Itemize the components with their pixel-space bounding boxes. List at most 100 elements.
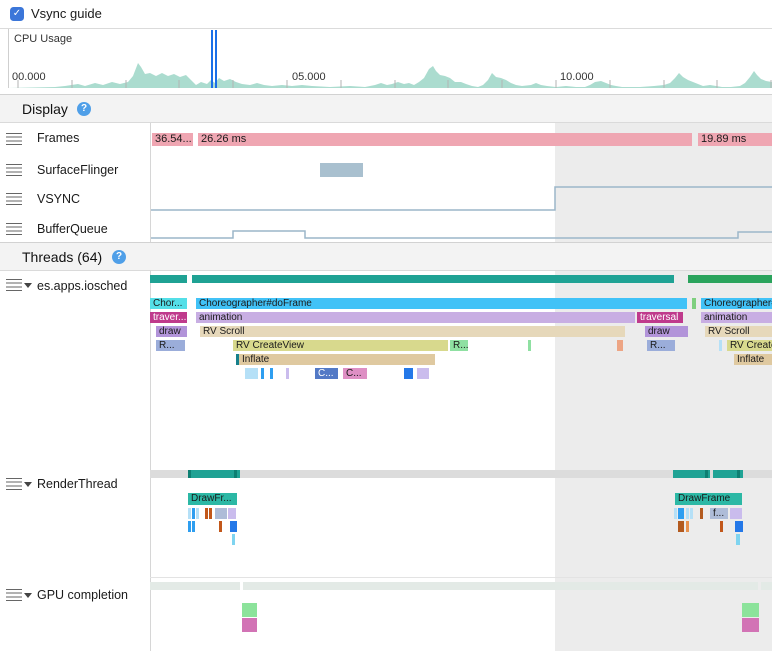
- trace-event-bar[interactable]: RV Scroll: [705, 326, 772, 337]
- thread-state-bar: [150, 470, 772, 478]
- cpu-usage-area-chart: [8, 63, 772, 88]
- trace-event-bar[interactable]: [742, 603, 759, 617]
- vsync-guide-checkbox[interactable]: ✓: [10, 7, 24, 21]
- trace-event-bar[interactable]: [192, 521, 195, 532]
- trace-event-bar[interactable]: [686, 521, 689, 532]
- drag-handle-icon[interactable]: [6, 478, 22, 490]
- toolbar: ✓ Vsync guide: [0, 0, 772, 29]
- trace-event-bar[interactable]: R...: [156, 340, 185, 351]
- trace-event-bar[interactable]: [417, 368, 429, 379]
- trace-event-bar[interactable]: [286, 368, 289, 379]
- trace-event-bar[interactable]: R...: [647, 340, 675, 351]
- drag-handle-icon[interactable]: [6, 164, 22, 176]
- trace-event-bar[interactable]: [720, 521, 723, 532]
- help-icon[interactable]: ?: [77, 102, 91, 116]
- trace-event-bar[interactable]: [686, 508, 689, 519]
- trace-event-bar[interactable]: [528, 340, 531, 351]
- thread-state-bar: [713, 470, 743, 478]
- trace-event-bar[interactable]: RV Scroll: [200, 326, 625, 337]
- trace-event-bar[interactable]: [678, 521, 684, 532]
- trace-event-bar[interactable]: [228, 508, 236, 519]
- drag-handle-icon[interactable]: [6, 589, 22, 601]
- chevron-down-icon[interactable]: [24, 283, 32, 288]
- trace-event-bar[interactable]: [242, 618, 257, 632]
- trace-event-bar[interactable]: [719, 340, 722, 351]
- trace-event-bar[interactable]: [209, 508, 212, 519]
- trace-event-bar[interactable]: animation: [196, 312, 635, 323]
- trace-event-bar[interactable]: C...: [343, 368, 367, 379]
- trace-event-bar[interactable]: [236, 354, 239, 365]
- chevron-down-icon[interactable]: [24, 593, 32, 598]
- trace-event-bar[interactable]: DrawFr...: [188, 493, 237, 505]
- trace-event-bar[interactable]: [735, 521, 743, 532]
- trace-event-bar[interactable]: DrawFrame: [675, 493, 742, 505]
- trace-event-bar[interactable]: draw: [645, 326, 688, 337]
- trace-event-bar[interactable]: [270, 368, 273, 379]
- trace-event-bar[interactable]: animation: [701, 312, 772, 323]
- trace-event-bar[interactable]: [196, 508, 199, 519]
- trace-event-bar[interactable]: traver...: [150, 312, 187, 323]
- threads-title: Threads (64): [22, 249, 103, 265]
- trace-event-bar[interactable]: [242, 603, 257, 617]
- trace-event-bar[interactable]: [261, 368, 264, 379]
- trace-event-bar[interactable]: [219, 521, 222, 532]
- frame-bar[interactable]: 36.54...: [152, 133, 193, 146]
- trace-event-bar[interactable]: Choreographer#doFrame: [196, 298, 687, 309]
- trace-event-bar[interactable]: [742, 618, 759, 632]
- bufferqueue-signal-line: [150, 230, 772, 239]
- trace-event-bar[interactable]: [690, 508, 693, 519]
- thread-state-bar: [188, 470, 240, 478]
- vsync-guide-label: Vsync guide: [31, 6, 102, 21]
- trace-event-bar[interactable]: [230, 521, 237, 532]
- trace-event-bar[interactable]: Chor...: [150, 298, 187, 309]
- time-axis-label: 05.000: [292, 71, 326, 83]
- thread-state-bar: [150, 582, 240, 590]
- trace-event-bar[interactable]: [188, 508, 191, 519]
- trace-event-bar[interactable]: [188, 521, 191, 532]
- trace-event-bar[interactable]: [215, 508, 227, 519]
- check-icon: ✓: [12, 8, 22, 19]
- thread-state-bar: [192, 275, 674, 283]
- chevron-down-icon[interactable]: [24, 482, 32, 487]
- trace-event-bar[interactable]: RV CreateView: [233, 340, 448, 351]
- trace-event-bar[interactable]: RV CreateView: [727, 340, 772, 351]
- display-title: Display: [22, 101, 68, 117]
- frame-bar[interactable]: 19.89 ms: [698, 133, 772, 146]
- trace-event-bar[interactable]: f...: [710, 508, 728, 519]
- trace-event-bar[interactable]: C...: [315, 368, 338, 379]
- drag-handle-icon[interactable]: [6, 133, 22, 145]
- trace-event-bar[interactable]: traversal: [637, 312, 683, 323]
- cpu-usage-label: CPU Usage: [14, 33, 73, 45]
- trace-event-bar[interactable]: [245, 368, 258, 379]
- drag-handle-icon[interactable]: [6, 279, 22, 291]
- trace-event-bar[interactable]: [232, 534, 235, 545]
- help-icon[interactable]: ?: [112, 250, 126, 264]
- trace-event-bar[interactable]: [700, 508, 703, 519]
- trace-event-bar[interactable]: [736, 534, 740, 545]
- thread-state-bar: [673, 470, 710, 478]
- trace-event-bar[interactable]: Inflate: [239, 354, 435, 365]
- trace-event-bar[interactable]: [192, 508, 195, 519]
- trace-event-bar[interactable]: [674, 508, 677, 519]
- trace-event-bar[interactable]: Inflate: [734, 354, 772, 365]
- vsync-signal-line: [150, 186, 772, 211]
- track-label-frames: Frames: [37, 131, 80, 145]
- trace-event-bar[interactable]: [678, 508, 684, 519]
- trace-event-bar[interactable]: [692, 298, 696, 309]
- track-label-surfaceflinger: SurfaceFlinger: [37, 163, 119, 177]
- drag-handle-icon[interactable]: [6, 223, 22, 235]
- surfaceflinger-bar[interactable]: [320, 163, 363, 177]
- trace-event-bar[interactable]: [730, 508, 742, 519]
- cpu-chart-border: [8, 29, 9, 88]
- trace-event-bar[interactable]: [205, 508, 208, 519]
- trace-event-bar[interactable]: [617, 340, 623, 351]
- trace-event-bar[interactable]: [404, 368, 413, 379]
- frame-bar[interactable]: 26.26 ms: [198, 133, 692, 146]
- drag-handle-icon[interactable]: [6, 193, 22, 205]
- trace-event-bar[interactable]: draw: [156, 326, 187, 337]
- track-label-bufferqueue: BufferQueue: [37, 222, 108, 236]
- trace-event-bar[interactable]: Choreographer#doFrame: [701, 298, 772, 309]
- thread-label-iosched: es.apps.iosched: [37, 279, 128, 293]
- trace-event-bar[interactable]: R...: [450, 340, 468, 351]
